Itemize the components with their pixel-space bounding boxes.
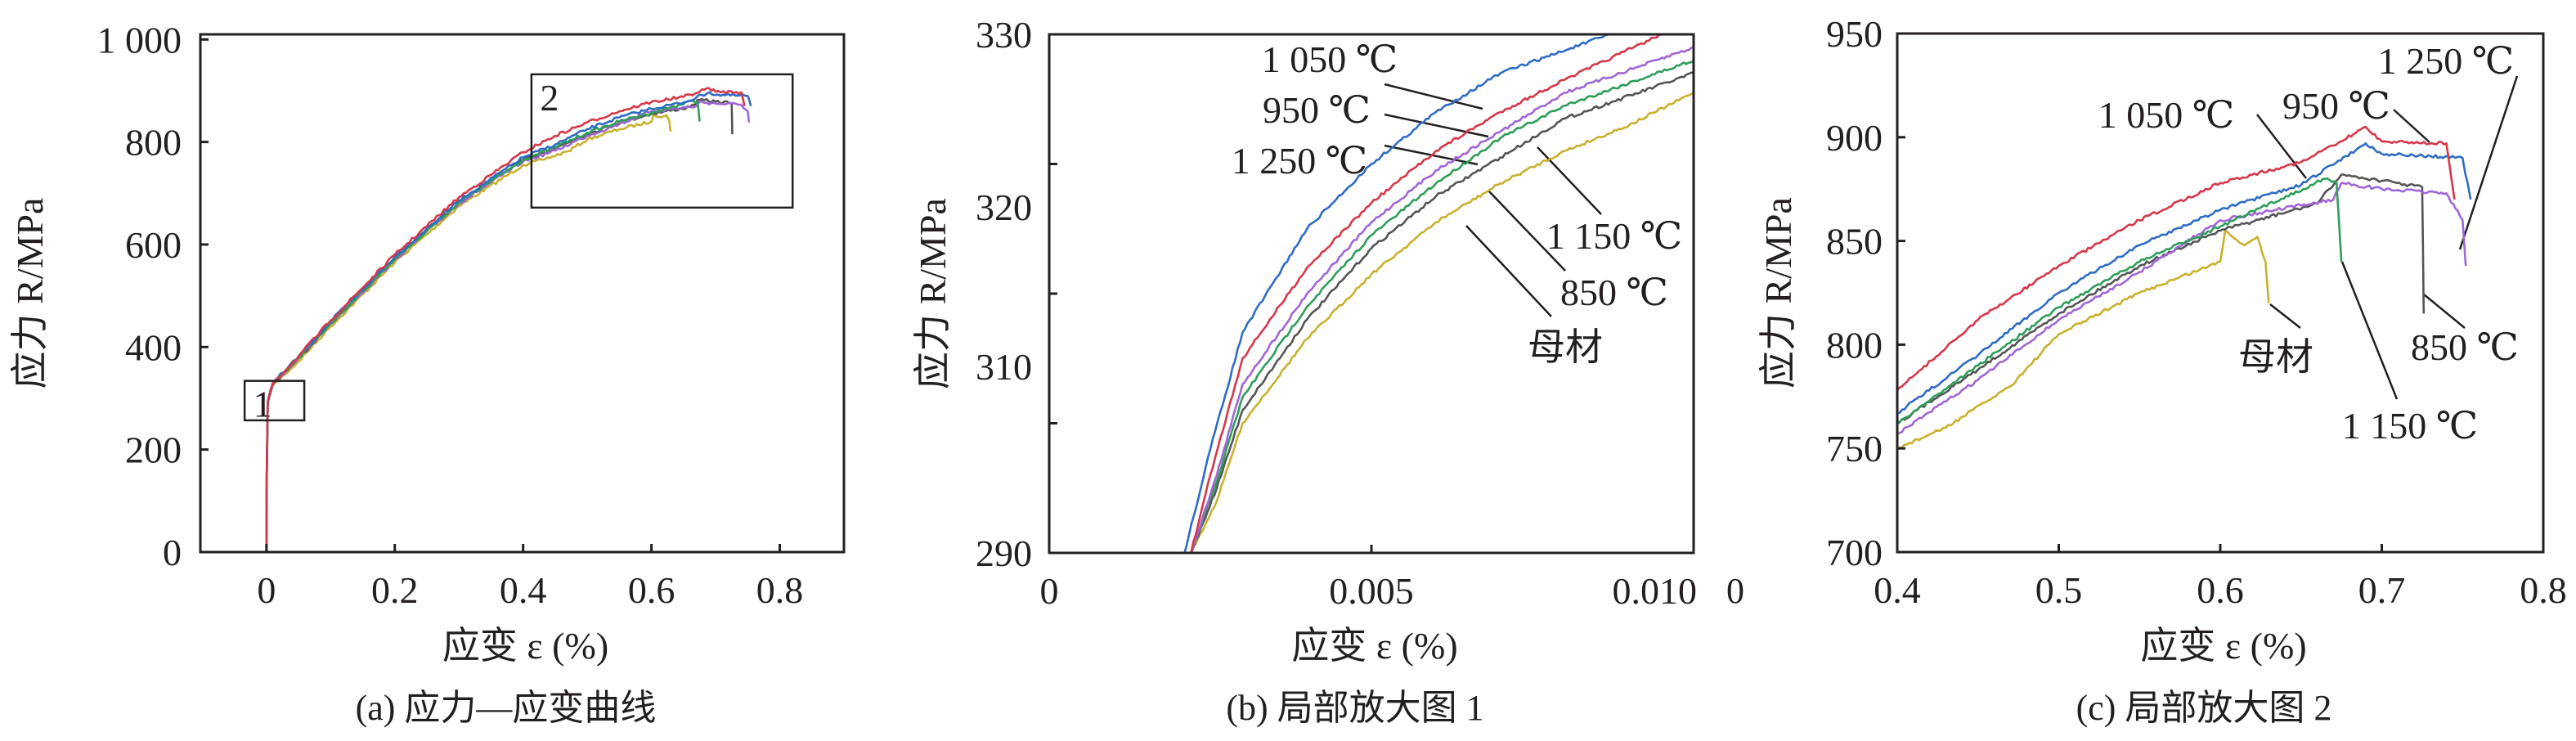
annotation-label: 1 150 ℃ <box>2342 405 2478 447</box>
panel-c-annotations <box>2256 75 2519 400</box>
annotation-label: 1 050 ℃ <box>2098 94 2234 136</box>
y-tick-label: 600 <box>125 224 182 266</box>
x-tick-label: 0.7 <box>2358 569 2406 611</box>
x-tick-label: 0.6 <box>2197 569 2244 611</box>
panel-caption: (b) 局部放大图 1 <box>1226 688 1483 728</box>
y-tick-label: 800 <box>125 122 182 164</box>
x-tick-label: 0.5 <box>2035 569 2083 611</box>
y-tick-label: 290 <box>976 532 1032 574</box>
series-line-1250 <box>1897 182 2467 435</box>
leader-line <box>1488 190 1566 272</box>
annotation-label: 1 250 ℃ <box>1232 140 1367 182</box>
annotation-label: 母材 <box>2238 336 2313 378</box>
y-tick-label: 800 <box>1826 324 1883 366</box>
panel-a: 0 0.2 0.4 0.6 0.8 0 200 400 600 800 1 000 应变 ε (%) 应… <box>9 19 846 728</box>
series-line-850 <box>265 97 734 552</box>
x-tick-label: 0.005 <box>1329 570 1414 612</box>
y-tick-label: 330 <box>976 14 1032 56</box>
leader-line <box>2393 109 2430 143</box>
x-axis-label: 应变 ε (%) <box>442 625 608 667</box>
x-axis-label: 应变 ε (%) <box>2140 625 2306 667</box>
annotation-label: 950 ℃ <box>2282 85 2390 127</box>
annotation-label: 母材 <box>1528 326 1603 368</box>
panel-caption: (a) 应力—应变曲线 <box>356 688 657 728</box>
x-tick-label: 0.010 <box>1613 570 1698 612</box>
y-tick-label: 200 <box>125 429 182 471</box>
leader-line <box>1537 146 1602 215</box>
y-tick-label: 400 <box>125 326 182 368</box>
y-tick-label: 750 <box>1826 428 1883 469</box>
y-tick-label: 850 <box>1826 221 1883 263</box>
x-tick-label: 0.4 <box>500 569 547 611</box>
series-line-950 <box>1897 125 2456 392</box>
panel-caption: (c) 局部放大图 2 <box>2076 688 2332 728</box>
series-group <box>1183 34 1694 553</box>
leader-line <box>1465 225 1552 317</box>
y-tick-label: 0 <box>163 532 182 573</box>
annotation-label: 850 ℃ <box>1560 272 1668 313</box>
leader-line <box>2458 75 2519 250</box>
series-group <box>1897 125 2472 450</box>
leader-line <box>1384 113 1489 138</box>
y-tick-label: 900 <box>1826 117 1883 159</box>
annotation-label: 1 150 ℃ <box>1546 215 1682 257</box>
series-line-1250 <box>1190 46 1694 553</box>
series-line-850 <box>1190 71 1694 553</box>
annotation-label: 1 250 ℃ <box>2378 40 2514 82</box>
series-line-1150 <box>1897 177 2343 424</box>
series-line-1050 <box>1897 142 2472 415</box>
y-tick-label: 950 <box>1826 13 1883 55</box>
series-line-母材 <box>265 112 672 552</box>
series-line-1050 <box>265 91 752 552</box>
y-tick-label: 320 <box>976 186 1032 228</box>
leader-line <box>2256 114 2307 179</box>
x-tick-label: 0.2 <box>371 569 419 611</box>
series-line-1150 <box>265 99 701 552</box>
zoom-box-label: 2 <box>540 77 559 119</box>
x-tick-label: 0 <box>257 569 276 611</box>
x-tick-label: 0 <box>1040 570 1059 612</box>
series-line-1050 <box>1183 34 1610 553</box>
zoom-box-1 <box>243 379 306 422</box>
y-tick-label: 700 <box>1826 532 1883 573</box>
series-line-1150 <box>1190 59 1694 553</box>
zoom-box-2 <box>530 73 794 209</box>
annotation-label: 850 ℃ <box>2411 326 2519 368</box>
panel-c: 0.4 0.5 0.6 0.7 0.8 700 750 800 850 900 950 应变 ε (%… <box>1757 13 2567 728</box>
y-tick-label: 310 <box>976 346 1032 388</box>
series-line-950 <box>1190 34 1662 553</box>
annotation-label: 950 ℃ <box>1263 89 1371 131</box>
annotation-label: 1 050 ℃ <box>1262 38 1398 80</box>
x-tick-label: 0.4 <box>1874 569 1921 611</box>
series-line-950 <box>265 87 746 552</box>
series-line-母材 <box>1190 92 1694 553</box>
y-axis-label: 应力 R/MPa <box>1757 197 1799 388</box>
y-axis-label: 应力 R/MPa <box>9 198 51 389</box>
leader-line <box>1384 83 1483 110</box>
series-group <box>265 87 752 552</box>
x-tick-label: 0.6 <box>628 569 675 611</box>
y-axis-label: 应力 R/MPa <box>912 198 954 389</box>
panel-b: 0 0.005 0.010 290 330 320 310 应变 ε (%) 应力 R/MPa (… <box>912 14 1697 728</box>
zoom-box-label: 1 <box>254 384 272 425</box>
x-axis-label: 应变 ε (%) <box>1291 625 1457 667</box>
leader-line <box>2269 303 2301 329</box>
x-tick-label: 0.8 <box>2520 569 2567 611</box>
x-tick-label: 0.8 <box>756 569 804 611</box>
leader-line <box>2423 294 2466 329</box>
series-line-母材 <box>1897 229 2270 450</box>
leader-line <box>2340 261 2399 400</box>
stray-tick-label: 0 <box>1726 571 1744 611</box>
y-tick-label: 1 000 <box>97 19 182 61</box>
